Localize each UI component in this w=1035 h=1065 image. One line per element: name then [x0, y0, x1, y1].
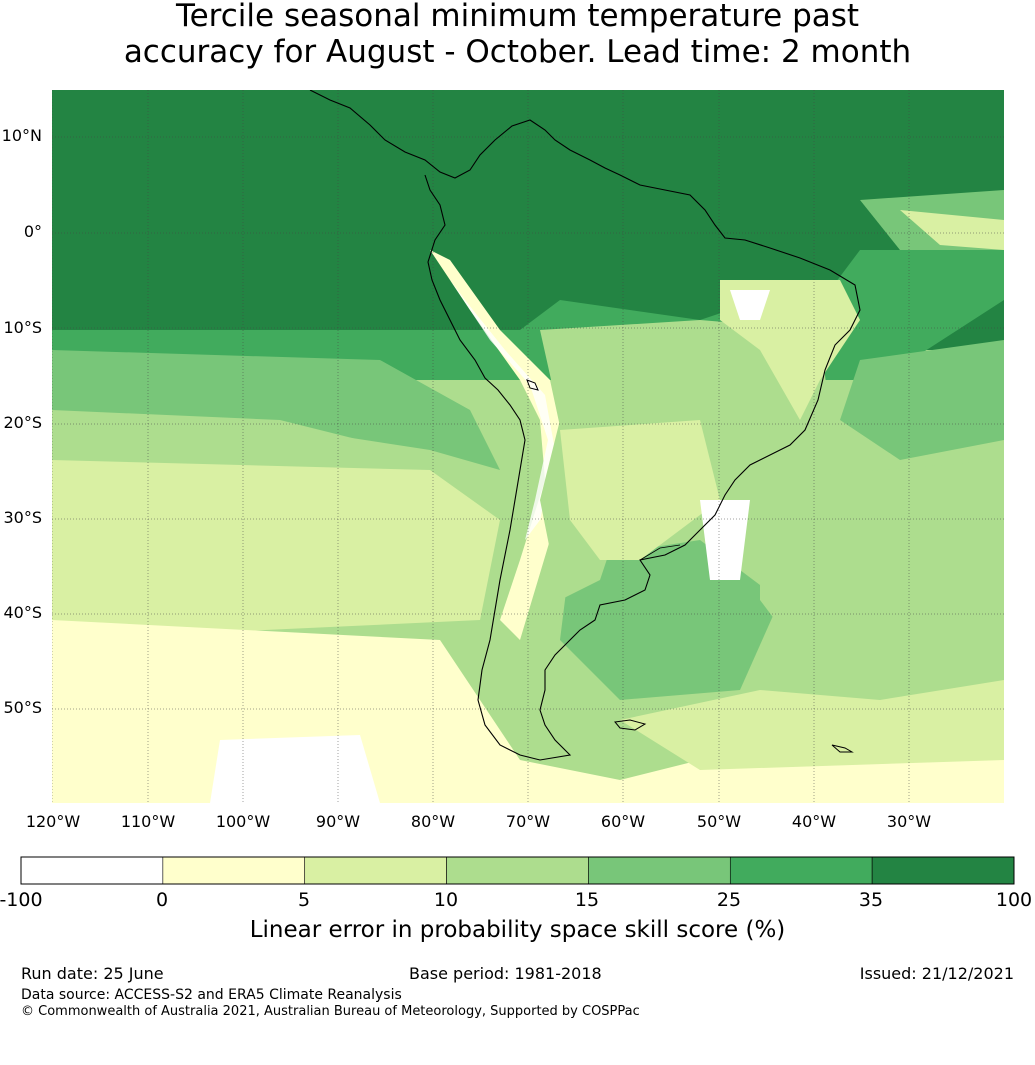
skill-region-band-15-25-west [52, 350, 500, 470]
lon-label-40w: 40°W [791, 812, 837, 831]
colorbar-bin-0-to-5 [162, 856, 306, 885]
run-date: Run date: 25 June [21, 964, 164, 983]
lon-label-110w: 110°W [120, 812, 176, 831]
skill-region-andes-low [430, 250, 565, 640]
lat-label-20s: 20°S [3, 413, 42, 432]
colorbar-bin--100-to-0 [20, 856, 164, 885]
lat-label-10n: 10°N [1, 126, 42, 145]
colorbar-tick-minus100: -100 [0, 889, 43, 911]
colorbar-label: Linear error in probability space skill … [249, 917, 786, 943]
rio-de-la-plata [639, 544, 681, 561]
lon-label-50w: 50°W [696, 812, 742, 831]
chart-title-line-1: Tercile seasonal minimum temperature pas… [175, 0, 860, 34]
colorbar-bin-5-to-10 [304, 856, 447, 885]
falkland-islands [614, 719, 647, 731]
chart-title-line-2: accuracy for August - October. Lead time… [123, 34, 912, 70]
colorbar-tick-0: 0 [155, 889, 169, 911]
lat-label-40s: 40°S [3, 603, 42, 622]
lon-label-90w: 90°W [315, 812, 361, 831]
colorbar-tick-100: 100 [995, 889, 1033, 911]
lon-label-100w: 100°W [215, 812, 271, 831]
colorbar-tick-35: 35 [858, 889, 884, 911]
lake-titicaca [526, 379, 539, 391]
base-period: Base period: 1981-2018 [409, 964, 602, 983]
skill-score-map [52, 90, 1004, 803]
skill-region-plata-low [700, 500, 750, 580]
south-america-coastline [309, 90, 861, 761]
lon-label-70w: 70°W [505, 812, 551, 831]
colorbar-bin-25-to-35 [729, 856, 873, 885]
colorbar-tick-15: 15 [574, 889, 600, 911]
skill-region-band-5-10-south [52, 460, 500, 640]
colorbar-tick-10: 10 [433, 889, 459, 911]
lon-label-80w: 80°W [410, 812, 456, 831]
colorbar-tick-25: 25 [716, 889, 742, 911]
skill-region-brazil-highlands-core [730, 290, 770, 320]
graticule [52, 90, 1004, 803]
skill-region-atlantic-low [900, 210, 1004, 250]
skill-region-negative-south [210, 735, 380, 803]
lat-label-30s: 30°S [3, 508, 42, 527]
colorbar-bin-10-to-15 [446, 856, 589, 885]
colorbar-bin-35-to-100 [871, 856, 1015, 885]
lat-label-50s: 50°S [3, 698, 42, 717]
skill-region-band-5-10-southeast [620, 680, 1004, 770]
lon-label-120w: 120°W [25, 812, 81, 831]
colorbar-tick-5: 5 [297, 889, 311, 911]
data-source: Data source: ACCESS-S2 and ERA5 Climate … [21, 987, 402, 1003]
lon-label-30w: 30°W [886, 812, 932, 831]
copyright: © Commonwealth of Australia 2021, Austra… [21, 1004, 640, 1019]
skill-region-interior-5-10 [560, 420, 720, 560]
lat-label-10s: 10°S [3, 318, 42, 337]
skill-region-band-15-25-east [840, 340, 1004, 460]
skill-region-band-10-15-southatlantic [760, 460, 1004, 680]
colorbar-bin-15-to-25 [588, 856, 731, 885]
south-georgia [831, 744, 854, 753]
lat-label-0: 0° [23, 222, 42, 241]
issued-date: Issued: 21/12/2021 [859, 964, 1014, 983]
lon-label-60w: 60°W [600, 812, 646, 831]
